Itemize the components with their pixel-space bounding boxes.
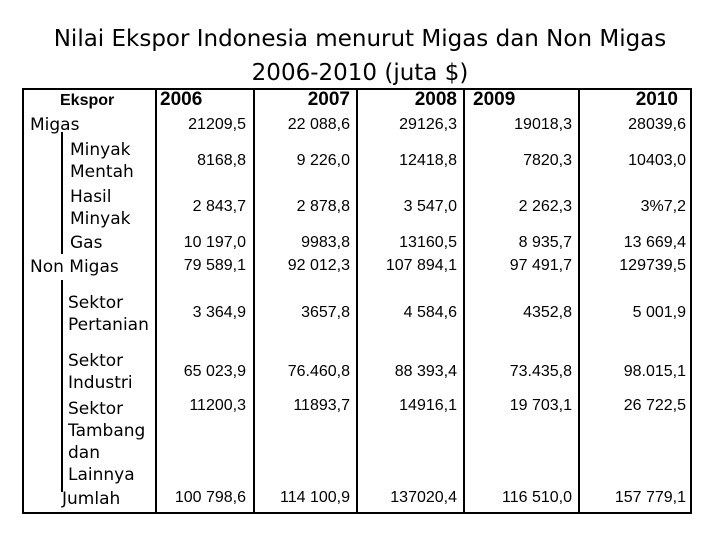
table-cell: 3 364,9 — [192, 304, 246, 321]
table-cell: 29126,3 — [399, 116, 457, 133]
table-cell: 73.435,8 — [509, 363, 572, 380]
row-label-hasil-minyak: Hasil Minyak — [70, 187, 131, 229]
row-label-sektor-tambang: Sektor Tambang dan Lainnya — [68, 399, 146, 485]
table-cell: 98.015,1 — [623, 363, 686, 380]
table-cell: 13160,5 — [399, 234, 457, 251]
header-year-2007: 2007 — [307, 89, 350, 110]
col-sep-1 — [155, 88, 157, 514]
header-year-2009: 2009 — [473, 89, 516, 110]
table-cell: 107 894,1 — [385, 257, 457, 274]
col-sep-4 — [463, 88, 465, 514]
title-line-1: Nilai Ekspor Indonesia menurut Migas dan… — [53, 26, 667, 52]
table-cell: 88 393,4 — [394, 363, 457, 380]
col-sep-5 — [578, 88, 580, 514]
table-cell: 137020,4 — [390, 489, 457, 506]
col-sep-3 — [356, 88, 358, 514]
table-cell: 100 798,6 — [174, 489, 246, 506]
table-border-left — [22, 88, 24, 514]
table-cell: 129739,5 — [619, 257, 686, 274]
table-cell: 79 589,1 — [183, 257, 246, 274]
table-cell: 12418,8 — [399, 152, 457, 169]
table-cell: 2 843,7 — [192, 198, 246, 215]
title-line-2: 2006-2010 (juta $) — [251, 60, 469, 86]
row-label-non-migas: Non Migas — [30, 257, 119, 277]
table-cell: 28039,6 — [628, 116, 686, 133]
header-year-2010: 2010 — [635, 89, 678, 110]
table-cell: 11893,7 — [293, 397, 350, 414]
table-cell: 76.460,8 — [287, 363, 350, 380]
table-cell: 22 088,6 — [287, 116, 350, 133]
header-year-2006: 2006 — [160, 89, 203, 110]
table-cell: 3657,8 — [301, 304, 350, 321]
table-cell: 8 935,7 — [518, 234, 572, 251]
table-cell: 26 722,5 — [623, 397, 686, 414]
table-cell: 92 012,3 — [287, 257, 350, 274]
row-label-jumlah: Jumlah — [62, 489, 121, 509]
table-cell: 116 510,0 — [502, 489, 572, 506]
label-indent-line-2 — [61, 280, 63, 492]
header-category: Ekspor — [60, 92, 115, 109]
table-cell: 8168,8 — [197, 152, 246, 169]
table-cell: 97 491,7 — [509, 257, 572, 274]
table-cell: 2 878,8 — [296, 198, 350, 215]
table-cell: 2 262,3 — [518, 198, 572, 215]
table-cell: 65 023,9 — [183, 363, 246, 380]
row-label-sektor-pertanian: Sektor Pertanian — [68, 293, 149, 335]
table-cell: 11200,3 — [189, 397, 246, 414]
table-cell: 3 547,0 — [403, 198, 457, 215]
row-label-migas: Migas — [30, 115, 80, 135]
table-cell: 4352,8 — [523, 304, 572, 321]
col-sep-2 — [253, 88, 255, 514]
table-cell: 10403,0 — [628, 152, 686, 169]
table-cell: 4 584,6 — [403, 304, 457, 321]
table-cell: 7820,3 — [523, 152, 572, 169]
label-indent-line — [61, 132, 63, 254]
row-label-minyak-mentah: Minyak Mentah — [70, 140, 134, 182]
row-label-gas: Gas — [70, 233, 103, 253]
row-label-sektor-industri: Sektor Industri — [68, 351, 133, 393]
header-year-2008: 2008 — [414, 89, 457, 110]
table-cell: 10 197,0 — [183, 234, 246, 251]
table-cell: 9983,8 — [301, 234, 350, 251]
table-cell: 114 100,9 — [280, 489, 350, 506]
table-cell: 19018,3 — [514, 116, 572, 133]
table-border-right — [690, 88, 692, 514]
table-cell: 14916,1 — [399, 397, 457, 414]
table-cell: 157 779,1 — [614, 489, 686, 506]
table-cell: 19 703,1 — [509, 397, 572, 414]
table-cell: 5 001,9 — [632, 304, 686, 321]
table-cell: 13 669,4 — [623, 234, 686, 251]
page-title: Nilai Ekspor Indonesia menurut Migas dan… — [0, 22, 720, 90]
table-cell: 9 226,0 — [296, 152, 350, 169]
table-cell: 3%7,2 — [640, 198, 686, 215]
table-cell: 21209,5 — [188, 116, 246, 133]
